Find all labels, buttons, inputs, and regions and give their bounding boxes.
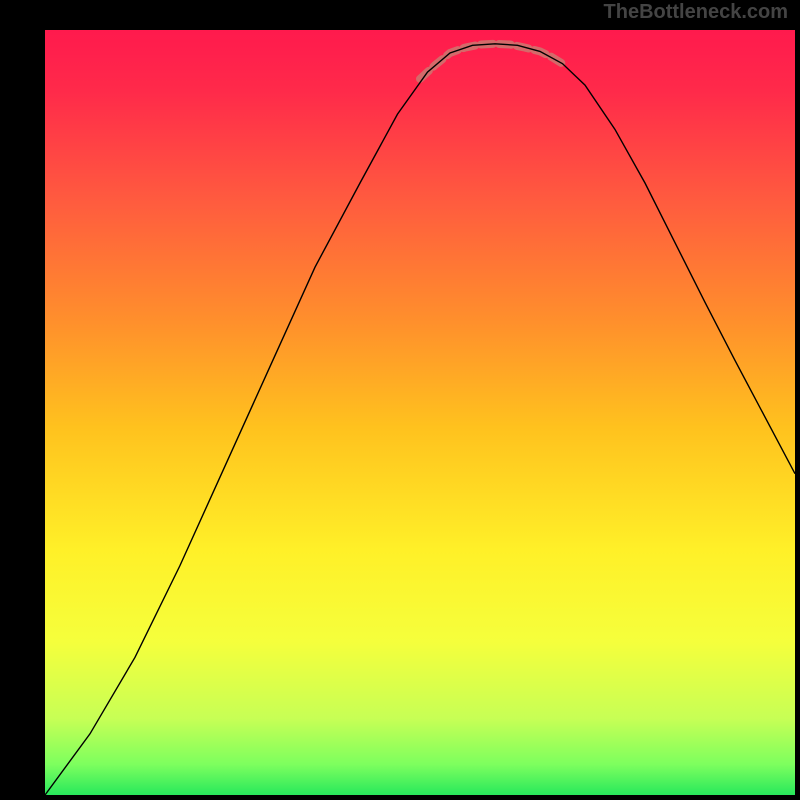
bottleneck-chart (45, 30, 795, 795)
attribution-label: TheBottleneck.com (604, 0, 788, 22)
gradient-background (45, 30, 795, 795)
chart-svg (45, 30, 795, 795)
chart-frame: TheBottleneck.com (0, 0, 800, 800)
